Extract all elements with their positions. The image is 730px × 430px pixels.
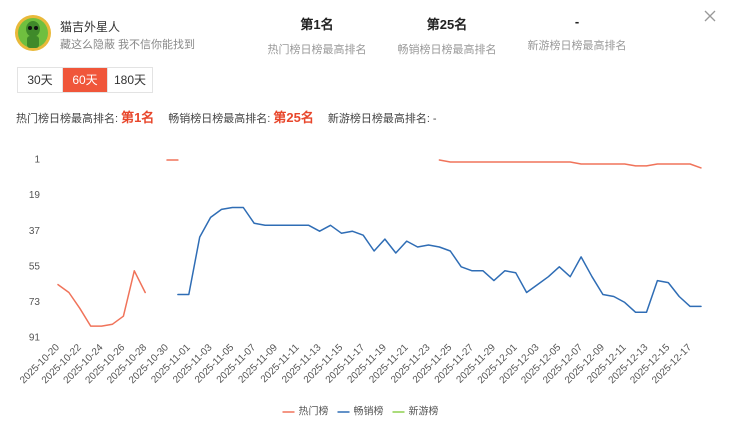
stat-label: 热门榜日榜最高排名 [267, 44, 367, 56]
stat-label: 畅销榜日榜最高排名 [397, 44, 497, 56]
summary-value: 第1名 [121, 110, 155, 125]
summary-item: 畅销榜日榜最高排名: 第25名 [168, 107, 314, 126]
summary-label: 畅销榜日榜最高排名: [168, 113, 271, 125]
legend-label: 新游榜 [409, 405, 439, 418]
y-tick-label: 55 [29, 261, 41, 272]
tab[interactable]: 60天 [62, 68, 107, 92]
tab[interactable]: 30天 [27, 73, 53, 87]
line [177, 206, 702, 314]
avatar [15, 15, 51, 51]
stat: 第25名畅销榜日榜最高排名 [387, 14, 507, 57]
summary-value: - [432, 113, 437, 125]
stat-value: 第1名 [300, 17, 334, 32]
user-subtitle: 藏这么隐蔽 我不信你能找到 [60, 39, 196, 51]
summary-item: 热门榜日榜最高排名: 第1名 [16, 107, 154, 126]
user-name: 猫吉外星人 [60, 20, 121, 34]
y-tick-label: 37 [29, 226, 41, 237]
y-tick-label: 1 [34, 155, 40, 166]
close-button[interactable] [703, 9, 717, 23]
summary-value: 第25名 [273, 110, 314, 125]
tab[interactable]: 180天 [107, 68, 152, 92]
line [57, 270, 146, 327]
line [438, 159, 702, 169]
stat-value: 第25名 [426, 17, 468, 32]
stat: 第1名热门榜日榜最高排名 [257, 14, 377, 57]
y-tick-label: 19 [29, 190, 41, 201]
legend-label: 热门榜 [299, 405, 329, 418]
tabs: 30天 60天 180天 [17, 67, 153, 93]
summary: 热门榜日榜最高排名: 第1名 畅销榜日榜最高排名: 第25名 新游榜日榜最高排名: - [16, 107, 437, 126]
y-tick-label: 91 [29, 333, 41, 344]
summary-item: 新游榜日榜最高排名: - [328, 110, 437, 126]
y-tick-label: 73 [29, 297, 41, 308]
stat-label: 新游榜日榜最高排名 [527, 40, 627, 52]
summary-label: 热门榜日榜最高排名: [16, 113, 119, 125]
legend-label: 畅销榜 [354, 405, 384, 418]
summary-label: 新游榜日榜最高排名: [327, 113, 430, 125]
stat: - 新游榜日榜最高排名 [517, 14, 637, 53]
stat-value: - [574, 14, 580, 29]
